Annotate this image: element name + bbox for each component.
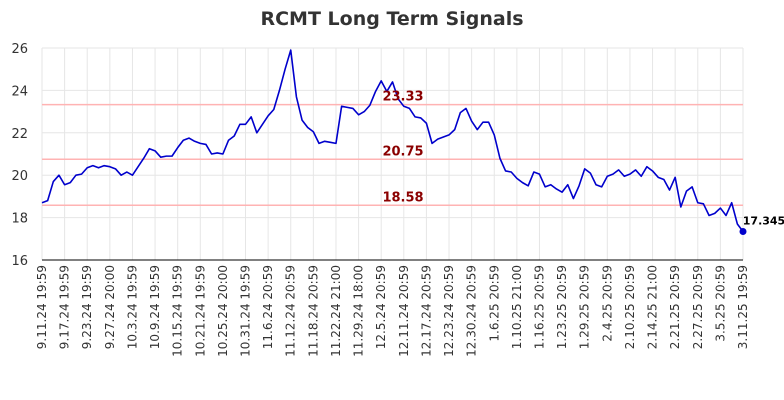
x-tick-label: 11.6.24 20:59: [261, 265, 275, 349]
x-tick-label: 12.23.24 20:59: [442, 265, 456, 357]
x-tick-label: 9.11.24 19:59: [35, 265, 49, 349]
x-tick-label: 10.25.24 20:00: [216, 265, 230, 357]
y-tick-label: 26: [11, 42, 28, 57]
x-tick-label: 10.15.24 19:59: [171, 265, 185, 357]
y-tick-label: 16: [11, 254, 28, 269]
x-tick-label: 11.29.24 18:00: [352, 265, 366, 357]
x-tick-label: 3.5.25 20:59: [713, 265, 727, 342]
x-tick-label: 1.6.25 20:59: [487, 265, 501, 342]
x-tick-label: 12.11.24 20:59: [397, 265, 411, 357]
x-tick-label: 10.3.24 19:59: [125, 265, 139, 349]
reference-line-label: 20.75: [382, 144, 423, 159]
price-line: [41, 49, 744, 232]
series: [41, 49, 744, 232]
x-tick-label: 2.4.25 20:59: [600, 265, 614, 342]
x-axis-tick-labels: 9.11.24 19:59 9.17.24 19:59 9.23.24 19:59 9…: [35, 265, 750, 357]
reference-line-label: 23.33: [382, 90, 423, 105]
grid: [41, 47, 744, 261]
reference-line-labels: 23.33 20.75 18.58: [382, 90, 423, 206]
x-tick-label: 9.23.24 19:59: [80, 265, 94, 349]
x-tick-label: 9.17.24 19:59: [58, 265, 72, 349]
x-tick-label: 1.10.25 21:00: [510, 265, 524, 349]
x-tick-label: 1.29.25 20:59: [578, 265, 592, 349]
x-tick-label: 10.9.24 19:59: [148, 265, 162, 349]
y-axis-tick-labels: 16 18 20 22 24 26: [11, 42, 28, 269]
y-tick-label: 18: [11, 212, 28, 227]
x-tick-label: 12.17.24 20:59: [419, 265, 433, 357]
reference-line-label: 18.58: [382, 190, 423, 205]
y-tick-label: 20: [11, 169, 28, 184]
last-value-marker: 17.345: [739, 214, 784, 235]
x-tick-label: 11.12.24 20:59: [284, 265, 298, 357]
x-tick-label: 1.16.25 20:59: [532, 265, 546, 349]
last-value-label: 17.345: [743, 214, 784, 227]
last-value-dot: [739, 227, 747, 235]
reference-lines: [42, 103, 743, 207]
x-tick-label: 11.22.24 21:00: [329, 265, 343, 357]
x-tick-label: 12.5.24 20:59: [374, 265, 388, 349]
x-tick-label: 2.10.25 20:59: [623, 265, 637, 349]
x-tick-label: 10.31.24 19:59: [239, 265, 253, 357]
x-tick-label: 10.21.24 19:59: [193, 265, 207, 357]
x-tick-label: 3.11.25 19:59: [736, 265, 750, 349]
x-tick-label: 2.21.25 20:59: [668, 265, 682, 349]
x-tick-label: 11.18.24 20:59: [306, 265, 320, 357]
y-tick-label: 22: [11, 127, 28, 142]
x-tick-label: 2.14.25 21:00: [646, 265, 660, 349]
x-tick-label: 2.27.25 20:59: [691, 265, 705, 349]
x-tick-label: 1.23.25 20:59: [555, 265, 569, 349]
y-tick-label: 24: [11, 84, 28, 99]
x-tick-label: 9.27.24 20:00: [103, 265, 117, 349]
chart-title: RCMT Long Term Signals: [260, 8, 523, 30]
x-tick-label: 12.30.24 20:59: [465, 265, 479, 357]
